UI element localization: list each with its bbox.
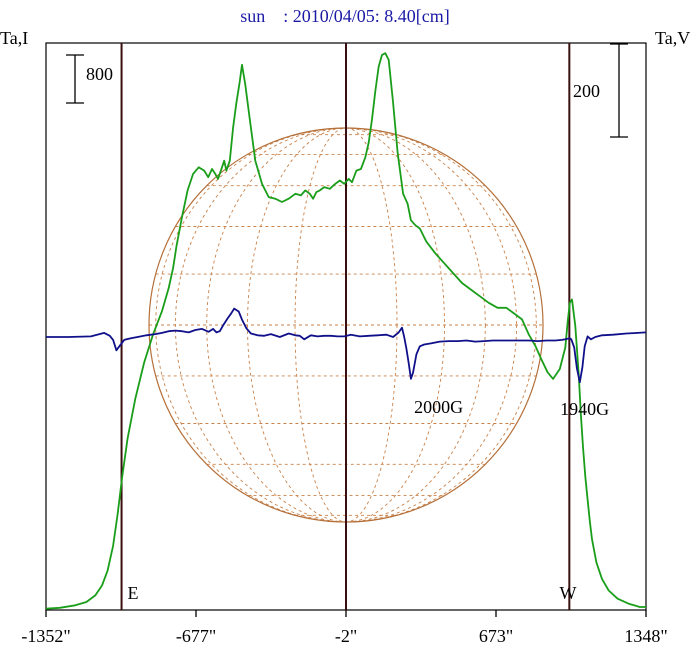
x-tick-label: 1348"	[624, 626, 667, 646]
left-axis-label: Ta,I	[0, 28, 28, 48]
west-label: W	[560, 583, 577, 603]
right-axis-label: Ta,V	[655, 28, 690, 48]
chart-title: sun : 2010/04/05: 8.40[cm]	[240, 6, 450, 26]
x-tick-label: -1352"	[21, 626, 70, 646]
annotation-1940g: 1940G	[560, 399, 609, 419]
east-label: E	[128, 583, 139, 603]
series-line-polarization	[46, 307, 647, 384]
vertical-guide-lines	[120, 43, 571, 610]
x-tick-label: -2"	[335, 626, 357, 646]
right-scale-bar	[610, 43, 628, 138]
series-line-intensity	[45, 52, 646, 610]
x-axis-ticks	[45, 610, 647, 617]
left-scale-bar	[66, 54, 84, 104]
left-scale-bar-label: 800	[86, 64, 113, 84]
x-tick-label: -677"	[176, 626, 216, 646]
x-axis-tick-labels: -1352" -677" -2" 673" 1348"	[21, 626, 667, 646]
right-scale-bar-label: 200	[573, 81, 600, 101]
annotation-2000g: 2000G	[414, 397, 463, 417]
x-tick-label: 673"	[479, 626, 513, 646]
